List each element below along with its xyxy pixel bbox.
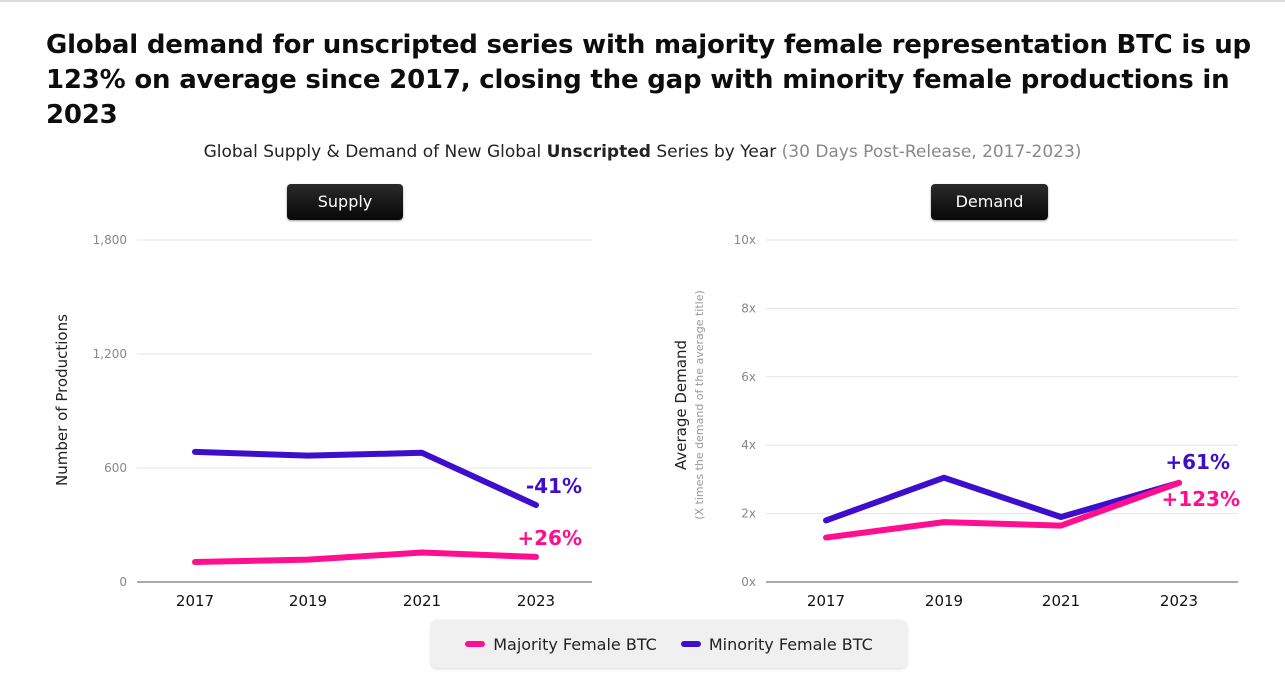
legend-label-majority: Majority Female BTC	[493, 634, 657, 654]
legend: Majority Female BTC Minority Female BTC	[431, 620, 907, 668]
change-label-supply-majority: +26%	[517, 526, 582, 550]
supply-panel-label: Supply	[287, 184, 403, 220]
x-tick-label-1-2: 2021	[1042, 592, 1080, 610]
y-tick-label-0-2: 1,200	[93, 347, 127, 361]
x-tick-label-0-3: 2023	[517, 592, 555, 610]
y-axis-title-1: Average Demand	[672, 340, 690, 470]
x-tick-label-1-1: 2019	[925, 592, 963, 610]
legend-label-minority: Minority Female BTC	[708, 634, 873, 654]
series-line-0-majority	[192, 549, 539, 566]
chart-subtitle: Global Supply & Demand of New Global Uns…	[0, 142, 1285, 162]
y-tick-label-0-0: 0	[119, 575, 127, 589]
legend-item-majority: Majority Female BTC	[465, 635, 657, 654]
demand-panel-label: Demand	[931, 184, 1048, 220]
series-line-0-minority	[192, 448, 539, 509]
change-label-demand-minority: +61%	[1165, 450, 1230, 474]
y-tick-label-0-3: 1,800	[93, 233, 127, 247]
y-axis-title-0: Number of Productions	[53, 314, 71, 486]
subtitle-paren: (30 Days Post-Release, 2017-2023)	[781, 142, 1082, 162]
x-tick-label-0-2: 2021	[403, 592, 441, 610]
series-line-1-minority	[823, 474, 1182, 524]
legend-swatch-majority	[465, 641, 486, 647]
legend-item-minority: Minority Female BTC	[680, 634, 873, 654]
headline: Global demand for unscripted series with…	[46, 30, 1251, 130]
y-tick-label-1-3: 6x	[741, 370, 756, 384]
change-label-supply-minority: -41%	[526, 474, 582, 498]
y-tick-label-1-4: 8x	[741, 301, 756, 315]
subtitle-pre: Global Supply & Demand of New Global	[203, 142, 547, 162]
x-tick-label-0-1: 2019	[289, 592, 327, 610]
y-tick-label-0-1: 600	[104, 461, 127, 475]
subtitle-bold: Unscripted	[546, 142, 651, 162]
series-line-1-majority	[823, 479, 1182, 541]
top-divider	[0, 0, 1285, 2]
legend-swatch-minority	[680, 641, 701, 647]
x-tick-label-0-0: 2017	[176, 592, 214, 610]
y-tick-label-1-1: 2x	[741, 507, 756, 521]
x-tick-label-1-3: 2023	[1160, 592, 1198, 610]
y-axis-subtitle-1: (X times the demand of the average title…	[693, 290, 706, 520]
y-tick-label-1-5: 10x	[734, 233, 756, 247]
y-tick-label-1-0: 0x	[741, 575, 756, 589]
change-label-demand-majority: +123%	[1161, 487, 1240, 511]
y-tick-label-1-2: 4x	[741, 438, 756, 452]
x-tick-label-1-0: 2017	[807, 592, 845, 610]
subtitle-post: Series by Year	[650, 142, 782, 162]
